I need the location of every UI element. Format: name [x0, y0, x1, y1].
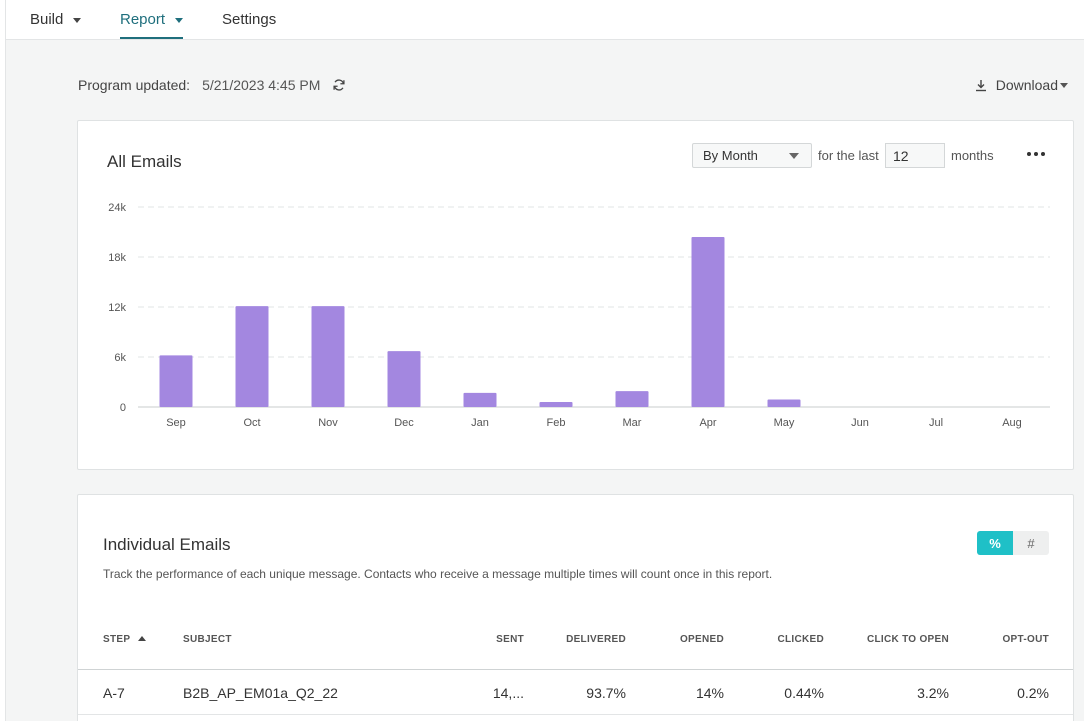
cell-click-to-open: 3.2% [917, 685, 949, 701]
chevron-down-icon [789, 153, 799, 159]
y-tick-label: 18k [108, 252, 126, 264]
cell-opened: 14% [695, 685, 724, 701]
all-emails-chart: 0 6k 12k 18k 24k Sep Oct Nov Dec Jan Feb Mar Apr May J… [108, 202, 1050, 429]
bar [539, 402, 573, 407]
col-header-clicked[interactable]: CLICKED [777, 634, 824, 645]
cell-sent: 14,... [492, 685, 524, 701]
left-rail [0, 0, 6, 721]
x-tick-label: Dec [394, 417, 414, 429]
program-updated-label: Program updated: [78, 77, 191, 93]
x-tick-label: Sep [166, 417, 186, 429]
download-label: Download [995, 77, 1058, 93]
top-nav: Build Report Settings [6, 0, 1084, 40]
col-header-click-to-open[interactable]: CLICK TO OPEN [866, 634, 949, 645]
toggle-percent[interactable]: % [977, 531, 1013, 555]
x-tick-label: Nov [318, 417, 338, 429]
more-horizontal-icon[interactable] [1027, 151, 1045, 157]
x-tick-label: Mar [623, 417, 642, 429]
table-row-divider [78, 714, 1073, 715]
bar [615, 391, 649, 407]
table-header-divider [78, 669, 1073, 670]
x-tick-label: Oct [243, 417, 260, 429]
download-button[interactable]: Download [975, 77, 1068, 93]
x-tick-label: Jul [929, 417, 943, 429]
program-updated-date: 5/21/2023 4:45 PM [202, 77, 321, 93]
period-select-value: By Month [703, 148, 758, 163]
x-tick-label: Feb [547, 417, 566, 429]
cell-clicked: 0.44% [784, 685, 824, 701]
program-updated-row: Program updated: 5/21/2023 4:45 PM [78, 76, 346, 94]
col-header-opt-out[interactable]: OPT-OUT [1002, 634, 1049, 645]
col-header-opened[interactable]: OPENED [679, 634, 724, 645]
percent-number-toggle: % # [977, 531, 1049, 555]
tab-build-label: Build [30, 11, 64, 28]
col-header-delivered[interactable]: DELIVERED [566, 634, 626, 645]
months-count-input[interactable] [885, 143, 945, 168]
chevron-down-icon [73, 17, 82, 23]
y-tick-label: 6k [114, 352, 126, 364]
col-header-step-label: STEP [103, 634, 131, 645]
col-header-step[interactable]: STEP [103, 634, 147, 645]
bar [311, 306, 345, 407]
bar [767, 399, 801, 407]
toggle-number[interactable]: # [1013, 531, 1049, 555]
chevron-down-icon [1060, 82, 1068, 88]
cell-opt-out: 0.2% [1017, 685, 1049, 701]
bar [387, 351, 421, 407]
tab-settings[interactable]: Settings [222, 0, 276, 39]
all-emails-card: All Emails By Month for the last months … [77, 120, 1074, 470]
tab-report-label: Report [120, 11, 166, 28]
individual-emails-subtitle: Track the performance of each unique mes… [103, 567, 773, 581]
tab-settings-label: Settings [222, 11, 277, 28]
cell-step: A-7 [103, 685, 125, 701]
for-the-last-label: for the last [818, 148, 879, 163]
refresh-icon[interactable] [332, 78, 346, 92]
cell-delivered: 93.7% [586, 685, 626, 701]
bar [691, 237, 725, 407]
y-tick-label: 12k [108, 302, 126, 314]
x-tick-label: Apr [699, 417, 716, 429]
bar [235, 306, 269, 407]
chevron-down-icon [175, 17, 184, 23]
bar [463, 392, 497, 407]
x-tick-label: May [774, 417, 795, 429]
x-tick-label: Aug [1002, 417, 1022, 429]
cell-subject[interactable]: B2B_AP_EM01a_Q2_22 [183, 685, 338, 701]
y-tick-label: 0 [120, 402, 126, 414]
bar [159, 355, 193, 407]
x-tick-label: Jun [851, 417, 869, 429]
x-tick-label: Jan [471, 417, 489, 429]
all-emails-title: All Emails [107, 152, 182, 171]
period-select[interactable]: By Month [692, 143, 812, 168]
months-label: months [951, 148, 994, 163]
sort-ascending-icon [138, 636, 147, 641]
col-header-sent[interactable]: SENT [496, 634, 524, 645]
tab-build[interactable]: Build [30, 0, 82, 39]
y-tick-label: 24k [108, 202, 126, 214]
tab-report[interactable]: Report [120, 0, 184, 39]
col-header-subject[interactable]: SUBJECT [183, 634, 232, 645]
individual-emails-card: Individual Emails Track the performance … [77, 494, 1074, 721]
individual-emails-title: Individual Emails [103, 535, 231, 554]
download-icon [975, 79, 986, 91]
